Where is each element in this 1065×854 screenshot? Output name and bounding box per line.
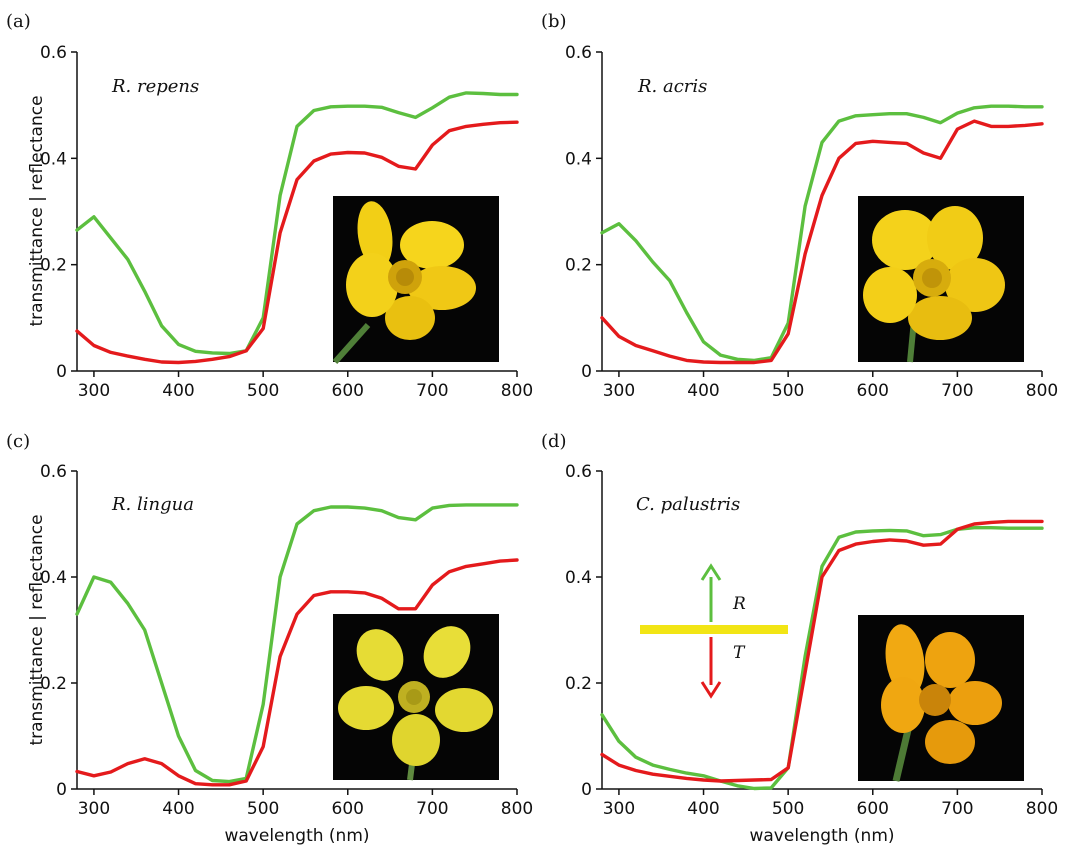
reflectance-series-line bbox=[600, 526, 1044, 791]
transmittance-series-line bbox=[600, 519, 1044, 783]
y-tick-label: 0.6 bbox=[565, 43, 592, 63]
arrow-down-icon bbox=[700, 681, 722, 699]
y-tick-label: 0.6 bbox=[40, 43, 67, 63]
x-axis-title: wavelength (nm) bbox=[749, 826, 894, 846]
y-tick-label: 0.4 bbox=[40, 568, 67, 588]
arrow-up-icon bbox=[700, 563, 722, 581]
axes-a: 300 400 500 600 700 800 0 0.2 0.4 0.6 transmittanc… bbox=[27, 43, 533, 401]
x-tick-label: 600 bbox=[332, 799, 364, 819]
y-tick-label: 0 bbox=[56, 362, 67, 382]
x-axis-title: wavelength (nm) bbox=[224, 826, 369, 846]
panel-label-d: (d) bbox=[541, 431, 567, 452]
y-tick-label: 0.2 bbox=[565, 674, 592, 694]
species-label-a: R. repens bbox=[111, 76, 199, 97]
y-tick-label: 0.2 bbox=[565, 256, 592, 276]
axes-d: 300 400 500 600 700 800 0 0.2 0.4 0.6 wavelength (… bbox=[565, 462, 1058, 846]
panel-b: (b) R. acris 300 400 500 600 700 800 0 0.2 0.4 0.… bbox=[541, 11, 1058, 401]
transmittance-series-line bbox=[75, 558, 519, 787]
leaf-bar bbox=[640, 625, 788, 634]
yellow-buttercup-photo bbox=[338, 626, 493, 781]
legend-label-lower: T bbox=[733, 643, 746, 663]
y-tick-label: 0 bbox=[581, 362, 592, 382]
x-tick-label: 600 bbox=[857, 799, 889, 819]
x-tick-label: 800 bbox=[1026, 381, 1058, 401]
x-tick-label: 800 bbox=[501, 381, 533, 401]
x-tick-label: 400 bbox=[687, 799, 719, 819]
y-tick-label: 0 bbox=[581, 780, 592, 800]
transmittance-series-line bbox=[600, 119, 1044, 365]
x-tick-label: 700 bbox=[941, 381, 973, 401]
y-tick-label: 0.4 bbox=[565, 149, 592, 169]
panel-a: (a) R. repens 300 400 500 600 700 800 0 0.2 0.4 0… bbox=[6, 11, 533, 401]
y-tick-label: 0.6 bbox=[40, 462, 67, 482]
panel-c: (c) R. lingua 300 400 500 600 700 800 0 0.2 0.4 0… bbox=[6, 431, 533, 846]
y-tick-label: 0.6 bbox=[565, 462, 592, 482]
species-label-c: R. lingua bbox=[111, 494, 194, 515]
species-label-b: R. acris bbox=[637, 76, 707, 97]
leaf-diagram-legend: R T bbox=[640, 563, 788, 699]
x-tick-label: 300 bbox=[603, 799, 635, 819]
yellow-marsh-marigold-photo bbox=[881, 624, 1002, 782]
x-tick-label: 300 bbox=[603, 381, 635, 401]
y-tick-label: 0.4 bbox=[565, 568, 592, 588]
lines-b bbox=[600, 104, 1044, 365]
y-axis-title: transmittance | reflectance bbox=[27, 95, 47, 326]
x-tick-label: 600 bbox=[857, 381, 889, 401]
lines-c bbox=[75, 503, 519, 787]
x-tick-label: 400 bbox=[687, 381, 719, 401]
x-tick-label: 300 bbox=[78, 381, 110, 401]
species-label-d: C. palustris bbox=[636, 494, 740, 515]
x-tick-label: 400 bbox=[162, 381, 194, 401]
panel-label-a: (a) bbox=[6, 11, 31, 32]
y-tick-label: 0 bbox=[56, 780, 67, 800]
panel-label-b: (b) bbox=[541, 11, 567, 32]
reflectance-series-line bbox=[75, 503, 519, 784]
yellow-buttercup-photo bbox=[332, 201, 476, 364]
x-tick-label: 500 bbox=[247, 381, 279, 401]
x-tick-label: 500 bbox=[772, 381, 804, 401]
reflectance-series-line bbox=[600, 104, 1044, 363]
x-tick-label: 800 bbox=[501, 799, 533, 819]
x-tick-label: 400 bbox=[162, 799, 194, 819]
y-axis-title: transmittance | reflectance bbox=[27, 514, 47, 745]
lines-d bbox=[600, 519, 1044, 791]
axes-c: 300 400 500 600 700 800 0 0.2 0.4 0.6 transmittanc… bbox=[27, 462, 533, 846]
x-tick-label: 700 bbox=[416, 799, 448, 819]
x-tick-label: 300 bbox=[78, 799, 110, 819]
x-tick-label: 700 bbox=[416, 381, 448, 401]
x-tick-label: 500 bbox=[772, 799, 804, 819]
x-tick-label: 500 bbox=[247, 799, 279, 819]
reflectance-series-line bbox=[75, 91, 519, 356]
y-tick-label: 0.2 bbox=[40, 256, 67, 276]
panel-d: (d) C. palustris 300 400 500 600 700 800 0 0.2 0… bbox=[541, 431, 1058, 846]
panel-label-c: (c) bbox=[6, 431, 30, 452]
lines-a bbox=[75, 91, 519, 365]
yellow-buttercup-photo bbox=[863, 206, 1005, 363]
x-tick-label: 600 bbox=[332, 381, 364, 401]
transmittance-series-line bbox=[75, 120, 519, 365]
x-tick-label: 800 bbox=[1026, 799, 1058, 819]
y-tick-label: 0.2 bbox=[40, 674, 67, 694]
y-tick-label: 0.4 bbox=[40, 149, 67, 169]
legend-label-upper: R bbox=[732, 594, 746, 614]
x-tick-label: 700 bbox=[941, 799, 973, 819]
